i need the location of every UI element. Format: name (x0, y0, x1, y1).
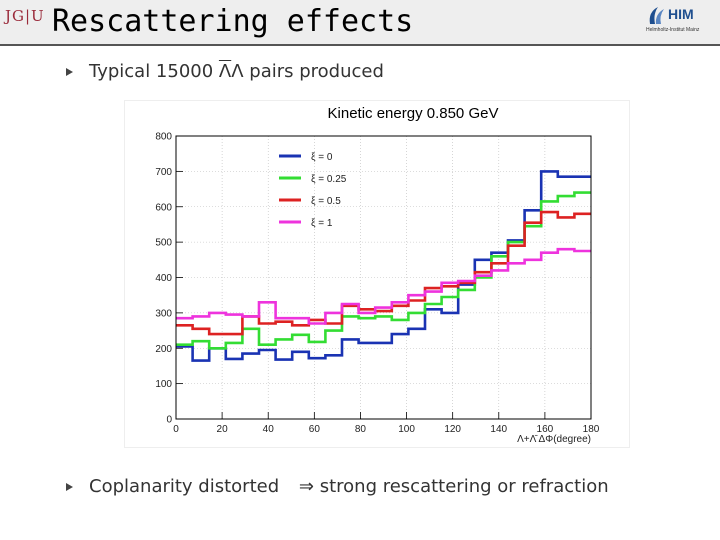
y-tick-label: 0 (166, 415, 172, 426)
him-logo-icon (649, 7, 664, 24)
grid (175, 135, 592, 420)
jgu-logo: JG|U (5, 7, 45, 25)
bullet-post: pairs produced (243, 61, 384, 82)
chart-title: Kinetic energy 0.850 GeV (328, 105, 499, 122)
y-tick-label: 600 (155, 202, 172, 213)
x-tick-label: 140 (490, 424, 507, 435)
him-logo-subtext: Helmholtz-Institut Mainz (646, 27, 700, 33)
legend-label: ξ = 0.25 (311, 174, 347, 185)
jgu-logo-text: JG|U (5, 7, 45, 25)
x-tick-label: 40 (263, 424, 275, 435)
y-tick-label: 800 (155, 132, 172, 143)
implies-arrow: ⇒ (298, 476, 314, 497)
series-line-3 (176, 247, 591, 325)
y-tick-label: 300 (155, 308, 172, 319)
bullet-right: strong rescattering or refraction (319, 476, 609, 497)
x-tick-label: 60 (309, 424, 321, 435)
series-line-0 (176, 170, 591, 362)
x-tick-label: 160 (537, 424, 554, 435)
bullet-pre: Typical 15000 (89, 61, 219, 82)
legend: ξ = 0 ξ = 0.25 ξ = 0.5 ξ = 1 (279, 152, 347, 229)
legend-label: ξ = 0 (311, 152, 333, 163)
x-tick-label: 80 (355, 424, 367, 435)
x-tick-label: 180 (583, 424, 600, 435)
header-divider (0, 44, 720, 46)
y-tick-label: 100 (155, 379, 172, 390)
chart-panel: Kinetic energy 0.850 GeV 0 20 40 60 80 100 120… (125, 101, 629, 447)
legend-label: ξ = 1 (311, 218, 333, 229)
y-tick-label: 200 (155, 344, 172, 355)
x-tick-label: 20 (217, 424, 229, 435)
bullet-marker (66, 483, 73, 491)
header-bar (0, 0, 720, 44)
y-tick-label: 700 (155, 167, 172, 178)
bullet-text-pairs: Typical 15000 ΛΛ pairs produced (89, 61, 384, 82)
x-tick-label: 100 (398, 424, 415, 435)
x-tick-label: 0 (173, 424, 179, 435)
axis-ticks: 0 20 40 60 80 100 120 140 160 180 0 100 200 300 400 500… (155, 132, 599, 436)
page-title: Rescattering effects (52, 4, 414, 39)
bullet-lambda-bar: Λ (218, 61, 232, 82)
series-line-1 (176, 191, 591, 350)
bullet-left: Coplanarity distorted (89, 476, 280, 497)
x-axis-label: Λ+Λ̄ ΔΦ(degree) (517, 434, 591, 445)
bullet-lambda: Λ (231, 61, 244, 82)
him-logo: HIM Helmholtz-Institut Mainz (646, 4, 718, 38)
bullet-text-coplanarity: Coplanarity distorted ⇒ strong rescatter… (89, 476, 609, 497)
histogram-chart: Kinetic energy 0.850 GeV 0 20 40 60 80 100 120… (155, 105, 599, 445)
x-tick-label: 120 (444, 424, 461, 435)
bullet-marker (66, 68, 73, 76)
y-tick-label: 500 (155, 238, 172, 249)
series-group (176, 170, 591, 362)
y-tick-label: 400 (155, 273, 172, 284)
him-logo-text: HIM (668, 6, 694, 22)
legend-label: ξ = 0.5 (311, 196, 341, 207)
